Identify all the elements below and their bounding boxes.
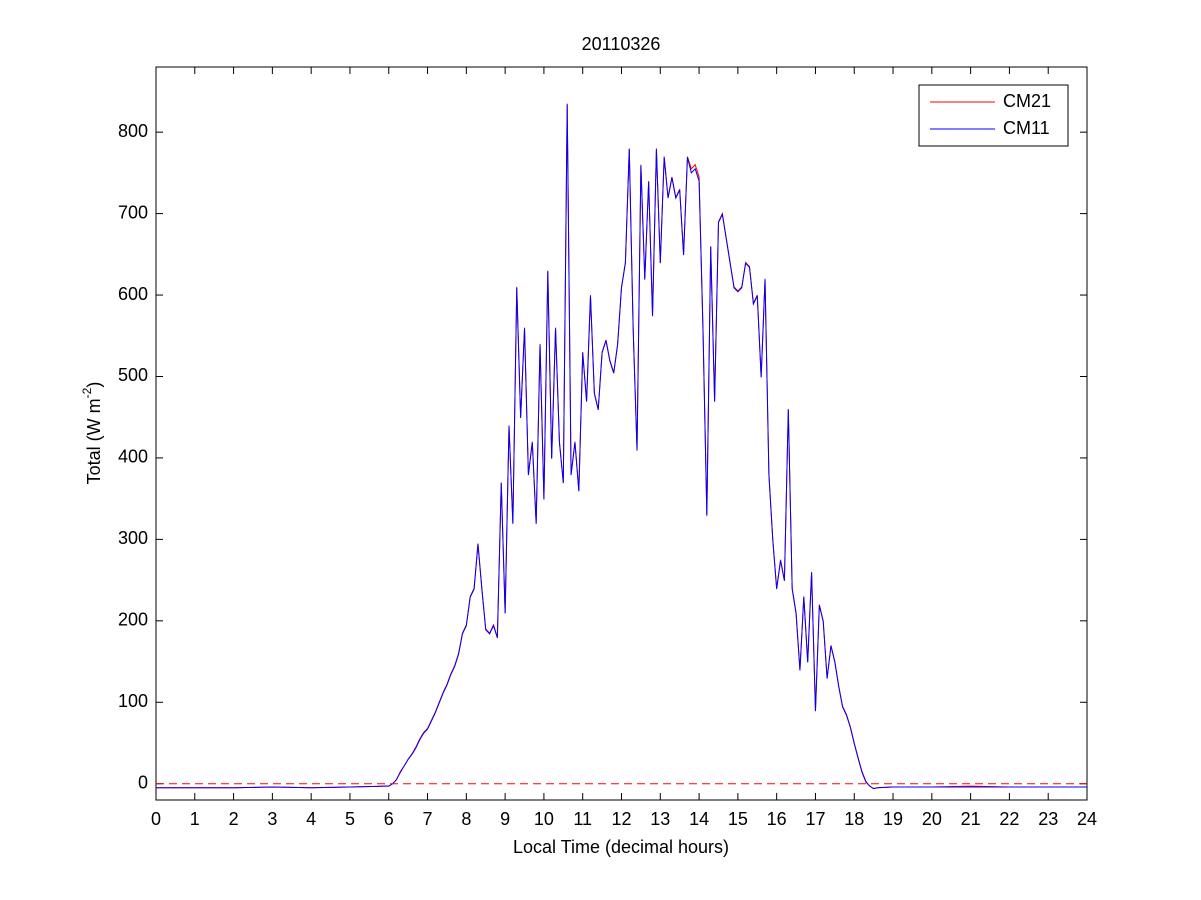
chart-title: 20110326 [582, 34, 661, 54]
x-axis-label: Local Time (decimal hours) [513, 837, 729, 857]
y-tick-label: 300 [118, 528, 148, 548]
x-tick-label: 23 [1038, 809, 1058, 829]
x-tick-label: 22 [999, 809, 1019, 829]
y-tick-label: 600 [118, 284, 148, 304]
x-tick-label: 9 [500, 809, 510, 829]
x-tick-label: 18 [844, 809, 864, 829]
legend-label: CM11 [1003, 118, 1050, 138]
plot-area [155, 66, 1088, 801]
y-tick-label: 500 [118, 365, 148, 385]
y-tick-label: 100 [118, 691, 148, 711]
y-label-text: Total (W m [84, 398, 104, 484]
x-tick-label: 17 [805, 809, 825, 829]
x-tick-label: 14 [689, 809, 709, 829]
x-tick-label: 3 [267, 809, 277, 829]
x-tick-label: 20 [922, 809, 942, 829]
y-tick-label: 800 [118, 121, 148, 141]
x-tick-label: 5 [345, 809, 355, 829]
y-tick-label: 700 [118, 202, 148, 222]
x-tick-label: 16 [767, 809, 787, 829]
x-tick-label: 15 [728, 809, 748, 829]
x-tick-label: 10 [534, 809, 554, 829]
y-label-superscript: -2 [80, 387, 94, 398]
x-tick-label: 7 [423, 809, 433, 829]
x-tick-label: 24 [1077, 809, 1097, 829]
x-tick-label: 6 [384, 809, 394, 829]
x-tick-label: 13 [650, 809, 670, 829]
x-tick-label: 1 [190, 809, 200, 829]
x-tick-label: 19 [883, 809, 903, 829]
series-line [156, 104, 1087, 790]
legend-box [918, 84, 1069, 147]
legend-label: CM21 [1003, 91, 1051, 111]
x-tick-label: 11 [573, 809, 592, 829]
x-tick-label: 21 [961, 809, 981, 829]
y-axis-label: Total (W m-2) [80, 382, 104, 485]
y-tick-label: 400 [118, 447, 148, 467]
y-label-suffix: ) [84, 382, 104, 388]
x-tick-label: 2 [229, 809, 239, 829]
y-tick-label: 200 [118, 610, 148, 630]
y-tick-label: 0 [138, 772, 148, 792]
x-tick-label: 8 [461, 809, 471, 829]
x-tick-label: 4 [306, 809, 316, 829]
x-tick-label: 12 [611, 809, 631, 829]
x-tick-label: 0 [151, 809, 161, 829]
